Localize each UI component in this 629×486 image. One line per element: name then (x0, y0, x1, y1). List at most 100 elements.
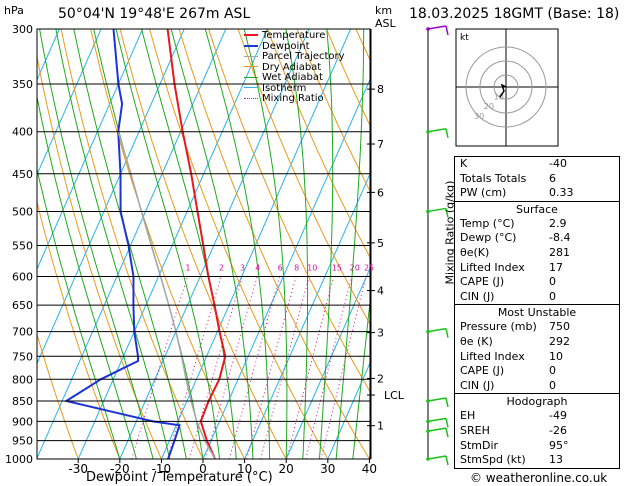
index-row: CAPE (J) 0 (455, 364, 619, 379)
index-name: StmSpd (kt) (460, 453, 526, 467)
mixing-ratio-label: 20 (350, 264, 360, 273)
index-value: 0 (549, 364, 556, 378)
index-name: PW (cm) (460, 186, 507, 200)
x-tick-label: -10 (152, 462, 172, 476)
index-value: -26 (549, 423, 567, 437)
dewpoint-line (63, 29, 181, 459)
legend-swatch (244, 55, 258, 57)
mixing-ratio-label: 1 (185, 264, 190, 273)
pressure-tick-label: 300 (12, 23, 33, 36)
km-tick-label: 3 (377, 327, 384, 340)
index-value: 0 (549, 289, 556, 303)
index-value: 17 (549, 260, 563, 274)
pressure-tick-label: 800 (12, 373, 33, 386)
index-row: CAPE (J) 0 (455, 275, 619, 290)
legend-swatch (244, 87, 258, 88)
x-tick-label: 20 (279, 462, 294, 476)
legend-item: Mixing Ratio (244, 93, 345, 105)
index-row: Lifted Index 17 (455, 261, 619, 276)
x-tick-label: 30 (320, 462, 335, 476)
forecast-datetime: 18.03.2025 18GMT (Base: 18) (409, 6, 620, 22)
station-location: 50°04'N 19°48'E 267m ASL (58, 6, 251, 22)
hodograph-section-title: Hodograph (455, 393, 619, 409)
copyright-link[interactable]: © weatheronline.co.uk (470, 471, 608, 485)
index-name: CAPE (J) (460, 275, 505, 289)
index-value: 95° (549, 438, 569, 452)
hodograph-ring (493, 74, 519, 100)
chart-legend: Temperature Dewpoint Parcel Trajectory Dry … (244, 30, 345, 105)
index-value: 750 (549, 320, 570, 334)
wind-barb (426, 427, 449, 438)
wet-adiabat-line (39, 29, 154, 459)
pressure-tick-label: 900 (12, 415, 33, 428)
index-row: Totals Totals 6 (455, 172, 619, 187)
legend-swatch (244, 34, 258, 36)
legend-swatch (244, 44, 258, 47)
index-row: θe (K) 292 (455, 335, 619, 350)
pressure-tick-label: 500 (12, 205, 33, 218)
isotherm-line (160, 29, 352, 459)
hodograph-trace (499, 83, 507, 98)
isotherm-line (202, 78, 370, 459)
pressure-tick-label: 600 (12, 271, 33, 284)
index-row: Temp (°C) 2.9 (455, 217, 619, 232)
index-row: EH -49 (455, 409, 619, 424)
legend-swatch (244, 66, 258, 67)
index-value: 292 (549, 334, 570, 348)
index-value: -40 (549, 157, 567, 170)
wind-barb (426, 207, 449, 218)
isotherm-line (77, 29, 268, 459)
index-name: EH (460, 409, 476, 423)
hodograph-ring-label: 10 (494, 92, 504, 101)
legend-label: Temperature (262, 30, 326, 41)
legend-label: Dry Adiabat (262, 61, 322, 73)
pressure-tick-label: 700 (12, 326, 33, 339)
index-row: Lifted Index 10 (455, 350, 619, 365)
legend-item: Dry Adiabat (244, 61, 345, 74)
legend-label: Parcel Trajectory (262, 51, 345, 62)
legend-label: Wet Adiabat (262, 72, 323, 83)
index-row: CIN (J) 0 (455, 379, 619, 394)
isotherm-line (327, 361, 370, 459)
index-name: θe (K) (460, 334, 493, 348)
index-name: Lifted Index (460, 260, 525, 274)
x-axis-title: Dewpoint / Temperature (°C) (86, 470, 273, 485)
index-name: Dewp (°C) (460, 231, 517, 245)
x-tick-label: -30 (68, 462, 88, 476)
mixing-ratio-label: 10 (307, 264, 317, 273)
isotherm-line (37, 29, 227, 459)
dry-adiabat-line (37, 332, 79, 459)
asl-axis-label: ASL (375, 17, 396, 30)
index-row: CIN (J) 0 (455, 290, 619, 305)
dry-adiabat-line (296, 29, 370, 193)
x-tick-label: 40 (362, 462, 377, 476)
km-tick-label: 6 (377, 186, 384, 199)
pressure-tick-label: 350 (12, 78, 33, 91)
legend-item: Temperature (244, 30, 345, 42)
wind-barb (426, 327, 449, 338)
index-row: StmDir 95° (455, 439, 619, 454)
index-name: Totals Totals (460, 171, 527, 185)
dry-adiabat-line (267, 29, 370, 259)
indices-panel: K -40 Totals Totals 6 PW (cm) 0.33 Surface Te… (454, 156, 620, 469)
index-value: -8.4 (549, 231, 571, 245)
temperature-line (166, 29, 227, 459)
index-value: 10 (549, 349, 563, 363)
mixing-ratio-label: 2 (219, 264, 224, 273)
pressure-tick-label: 550 (12, 239, 33, 252)
index-name: SREH (460, 423, 490, 437)
x-tick-label: 10 (237, 462, 252, 476)
legend-item: Isotherm (244, 83, 345, 95)
pressure-tick-label: 750 (12, 350, 33, 363)
legend-label: Mixing Ratio (262, 93, 324, 104)
index-row: StmSpd (kt) 13 (455, 453, 619, 468)
km-tick-label: 1 (377, 420, 384, 433)
mixing-ratio-label: 6 (278, 264, 283, 273)
km-tick-label: LCL (384, 389, 405, 402)
index-row: Dewp (°C) -8.4 (455, 231, 619, 246)
hodograph-ring (479, 60, 533, 114)
index-name: CIN (J) (460, 378, 495, 392)
index-name: CAPE (J) (460, 364, 505, 378)
wet-adiabat-line (73, 29, 187, 459)
